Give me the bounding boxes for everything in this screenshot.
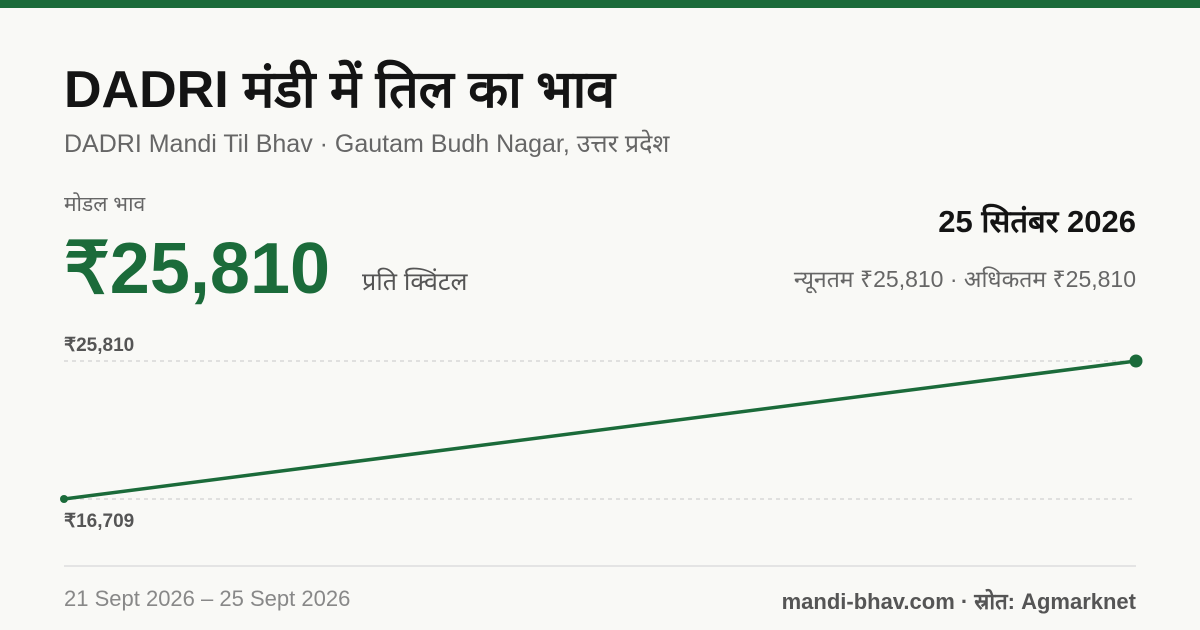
date-range: 21 Sept 2026 – 25 Sept 2026 [64, 586, 350, 612]
source: mandi-bhav.com · स्रोत: Agmarknet [781, 589, 1136, 614]
point [60, 495, 68, 503]
line [63, 359, 1137, 501]
date: 25 सितंबर 2026 [938, 204, 1136, 239]
point [1129, 354, 1143, 368]
top-bar [0, 0, 1200, 8]
end-date: 25 Sept 2026 [219, 586, 351, 611]
y-tick-label: ₹25,810 [64, 335, 134, 356]
y-tick-label: ₹16,709 [64, 511, 134, 532]
start-date: 21 Sept 2026 [64, 586, 195, 611]
price: ₹25,810 [64, 229, 331, 309]
separator: – [201, 586, 214, 611]
price-unit: प्रति क्विंटल [362, 268, 468, 296]
min-max: न्यूनतम ₹25,810 · अधिकतम ₹25,810 [793, 266, 1136, 292]
title: DADRI मंडी में तिल का भाव [64, 61, 616, 119]
price-label: मोडल भाव [64, 193, 146, 216]
subtitle: DADRI Mandi Til Bhav · Gautam Budh Nagar… [64, 130, 670, 158]
